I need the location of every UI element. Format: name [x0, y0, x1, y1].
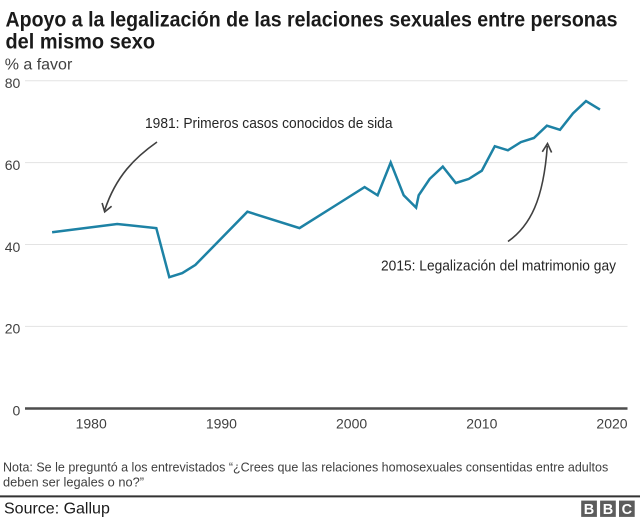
- svg-text:2020: 2020: [596, 415, 627, 431]
- svg-text:60: 60: [5, 157, 21, 173]
- svg-text:0: 0: [13, 403, 21, 419]
- svg-text:1980: 1980: [76, 415, 107, 431]
- svg-text:B: B: [584, 502, 594, 518]
- svg-text:% a favor: % a favor: [5, 57, 73, 74]
- svg-text:80: 80: [5, 75, 21, 91]
- svg-text:2000: 2000: [336, 415, 367, 431]
- svg-text:1981: Primeros casos conocidos: 1981: Primeros casos conocidos de sida: [145, 116, 393, 132]
- svg-text:20: 20: [5, 321, 21, 337]
- svg-text:Apoyo a la legalización de las: Apoyo a la legalización de las relacione…: [6, 8, 618, 31]
- svg-text:C: C: [622, 502, 633, 518]
- svg-text:deben ser legales o no?”: deben ser legales o no?”: [3, 475, 144, 489]
- svg-text:1990: 1990: [206, 415, 237, 431]
- svg-text:Source: Gallup: Source: Gallup: [4, 501, 110, 518]
- svg-text:2015: Legalización del matrimo: 2015: Legalización del matrimonio gay: [381, 259, 617, 275]
- svg-text:2010: 2010: [466, 415, 497, 431]
- svg-text:B: B: [603, 502, 613, 518]
- svg-text:40: 40: [5, 239, 21, 255]
- svg-text:del mismo sexo: del mismo sexo: [6, 30, 156, 53]
- svg-text:Nota: Se le preguntó a los ent: Nota: Se le preguntó a los entrevistados…: [3, 460, 608, 474]
